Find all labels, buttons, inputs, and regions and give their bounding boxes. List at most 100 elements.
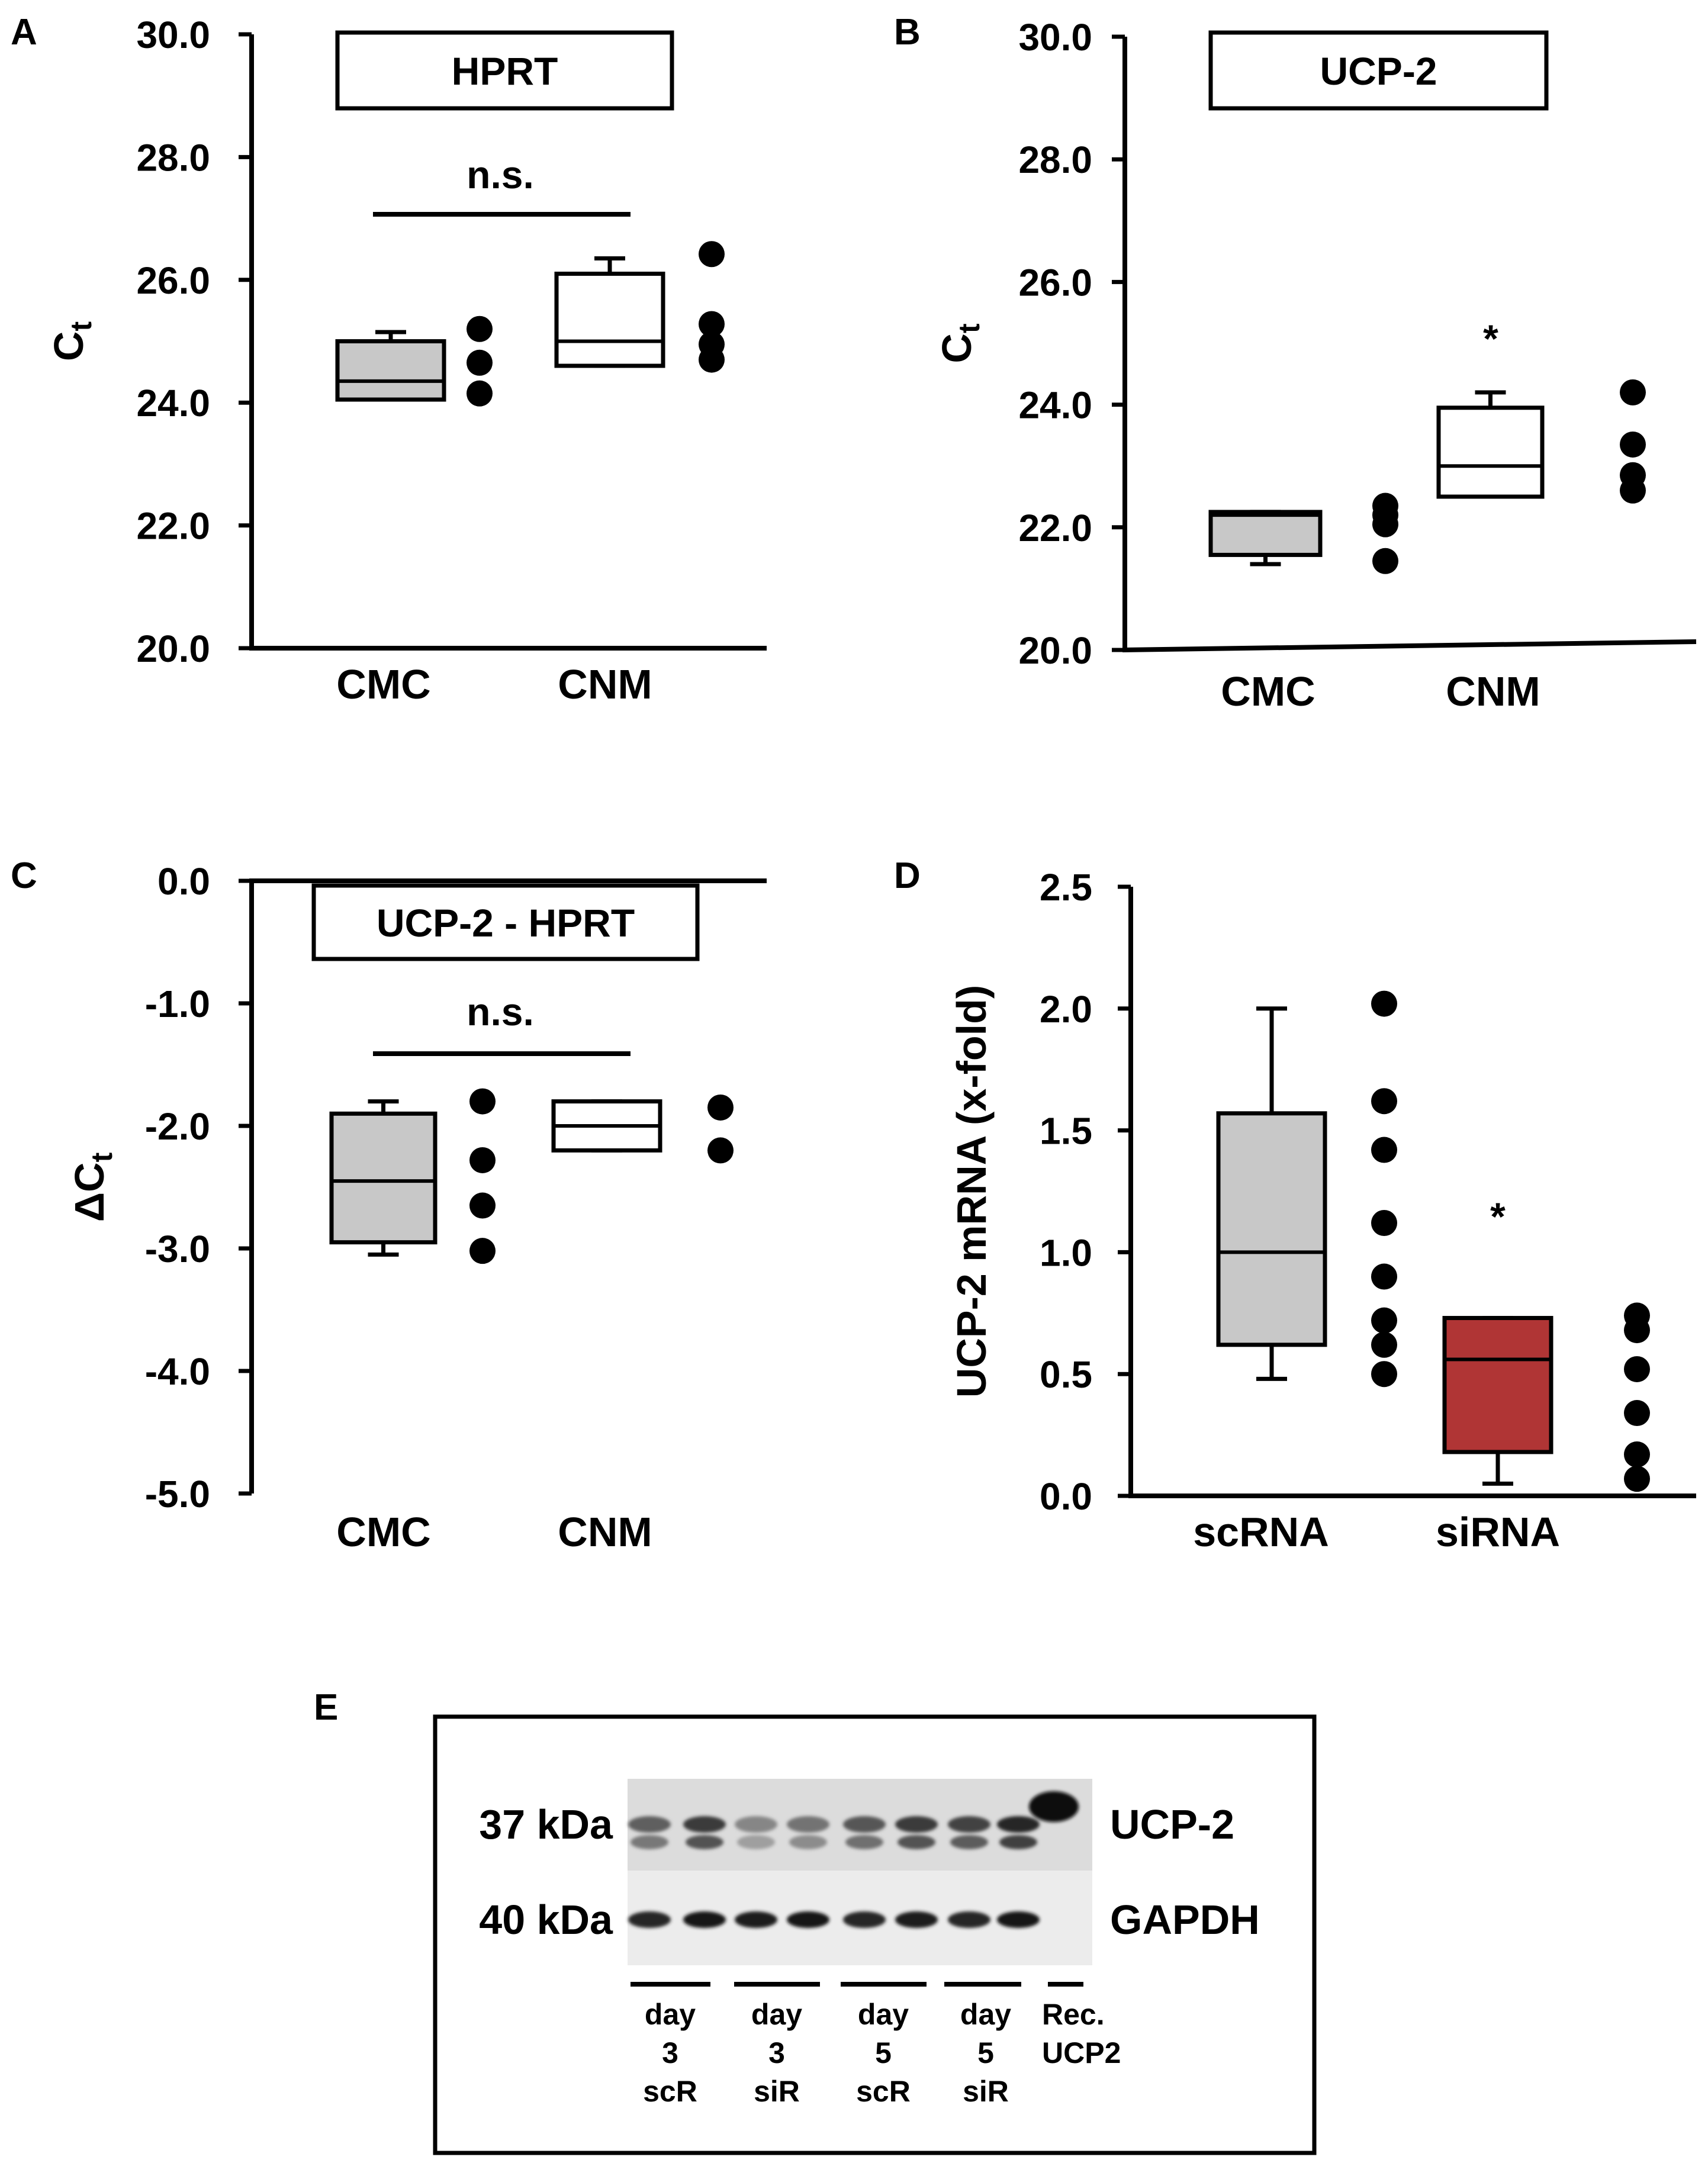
- blot-band-lower: [631, 1835, 668, 1849]
- chart-panels: A 20.0 22.0 24.0 26.0 28.0 30.0 Ct CMC CNM HPRT n.s…: [11, 12, 1697, 1555]
- y-tick-label: -4.0: [145, 1350, 210, 1393]
- y-tick-label: 20.0: [1018, 629, 1092, 672]
- blot-band-lower: [950, 1835, 988, 1849]
- data-point: [1372, 548, 1398, 574]
- lane-label-text: day: [960, 1998, 1011, 2031]
- lane-label-text: day: [645, 1998, 696, 2031]
- panel-a: A 20.0 22.0 24.0 26.0 28.0 30.0 Ct CMC CNM HPRT n.s…: [11, 12, 767, 707]
- box-cmc: [335, 330, 446, 402]
- panel-letter: A: [11, 12, 37, 53]
- y-tick-label: 30.0: [136, 14, 210, 56]
- data-point: [1624, 1466, 1650, 1492]
- blot-band: [895, 1816, 938, 1833]
- y-tick-label: 26.0: [1018, 261, 1092, 304]
- x-category-label: scRNA: [1193, 1509, 1329, 1555]
- data-point: [469, 1088, 496, 1115]
- title-box: [1208, 30, 1549, 111]
- y-axis-label: Ct: [46, 321, 98, 362]
- box-cmc: [329, 1099, 438, 1257]
- x-category-label: CNM: [1446, 668, 1540, 714]
- blot-band-lower: [686, 1835, 723, 1849]
- x-axis: [1122, 639, 1697, 652]
- panel-letter: B: [894, 12, 921, 53]
- lane-label-text: 5: [977, 2036, 994, 2069]
- lane-group-label: day 3 siR: [734, 1982, 820, 2108]
- data-point: [1371, 1137, 1397, 1163]
- data-point: [1620, 379, 1646, 405]
- x-category-label: CMC: [336, 1509, 430, 1555]
- data-point: [1371, 990, 1397, 1017]
- y-tick-label: -1.0: [145, 983, 210, 1025]
- blot-band: [843, 1911, 886, 1928]
- lane-label-text: day: [858, 1998, 909, 2031]
- panel-c: C -5.0 -4.0 -3.0 -2.0 -1.0 0.0 ΔCt CMC CNM UCP-2 -…: [11, 855, 767, 1555]
- y-tick-label: 24.0: [1018, 384, 1092, 427]
- box-body: [1208, 510, 1323, 557]
- blot-band: [1029, 1791, 1079, 1822]
- y-tick-label: 2.0: [1040, 988, 1092, 1031]
- blot-band-lower: [999, 1835, 1037, 1849]
- y-tick-label: 1.5: [1040, 1110, 1092, 1153]
- protein-label: GAPDH: [1110, 1897, 1260, 1943]
- y-tick-label: 22.0: [136, 505, 210, 548]
- blot-band: [683, 1911, 726, 1928]
- data-point: [469, 1192, 496, 1219]
- x-category-label: CNM: [558, 661, 652, 707]
- data-point: [699, 346, 725, 373]
- data-point: [467, 349, 493, 376]
- x-category-label: CNM: [558, 1509, 652, 1555]
- panel-b: B 20.0 22.0 24.0 26.0 28.0 30.0 Ct CMC CNM UCP-2 *: [894, 12, 1697, 714]
- lane-label-text: scR: [643, 2075, 697, 2108]
- title-box: [335, 30, 674, 111]
- data-point: [1371, 1361, 1397, 1388]
- lane-label-text: scR: [856, 2075, 911, 2108]
- panel-d: D 0.0 0.5 1.0 1.5 2.0 2.5 UCP-2 mRNA (x-fold) sc…: [894, 855, 1696, 1555]
- y-tick-label: 24.0: [136, 382, 210, 424]
- chart-title: HPRT: [452, 49, 558, 93]
- lane-group-label: day 5 siR: [944, 1982, 1021, 2108]
- box-body: [1216, 1111, 1327, 1347]
- significance-annotation: *: [1483, 317, 1498, 360]
- lane-label-text: 5: [875, 2036, 892, 2069]
- y-tick-label: 0.0: [157, 860, 210, 903]
- data-point: [467, 380, 493, 407]
- box-body: [329, 1111, 438, 1245]
- y-tick-label: -5.0: [145, 1473, 210, 1515]
- x-category-label: CMC: [1221, 668, 1315, 714]
- blot-band-lower: [737, 1835, 775, 1849]
- lane-group-label: Rec. UCP2: [1042, 1982, 1121, 2069]
- y-tick-label: 0.0: [1040, 1475, 1092, 1518]
- blot-row-gapdh: 40 kDa GAPDH: [479, 1871, 1260, 1965]
- box-body: [335, 339, 446, 402]
- box-body: [554, 271, 665, 368]
- blot-band: [628, 1816, 671, 1833]
- western-blot-panel: E37 kDa UCP-240 kDa GAPDHday3scRday3siRday…: [314, 1687, 1317, 2155]
- data-point: [467, 316, 493, 342]
- blot-band-lower: [789, 1835, 827, 1849]
- y-tick-label: 1.0: [1040, 1231, 1092, 1274]
- y-axis-label: Ct: [934, 323, 986, 363]
- lane-group-label: day 5 scR: [841, 1982, 927, 2108]
- data-point: [1624, 1441, 1650, 1468]
- blot-band: [787, 1816, 829, 1833]
- lane-label-text: Rec.: [1042, 1998, 1105, 2031]
- data-point: [1371, 1307, 1397, 1334]
- data-point: [699, 241, 725, 268]
- panel-letter: D: [894, 855, 921, 896]
- y-tick-label: 2.5: [1040, 866, 1092, 909]
- y-tick-label: 28.0: [136, 136, 210, 179]
- box-scrna: [1216, 1006, 1327, 1381]
- blot-row-ucp-2: 37 kDa UCP-2: [479, 1779, 1234, 1871]
- blot-band: [628, 1911, 671, 1928]
- blot-band: [683, 1816, 726, 1833]
- lane-label-text: siR: [963, 2075, 1009, 2108]
- data-point: [1624, 1317, 1650, 1344]
- data-point: [1371, 1210, 1397, 1237]
- blot-band: [997, 1816, 1040, 1833]
- y-tick-label: 20.0: [136, 627, 210, 670]
- data-point: [1371, 1331, 1397, 1358]
- blot-band: [843, 1816, 886, 1833]
- blot-band: [895, 1911, 938, 1928]
- significance-annotation: *: [1490, 1195, 1506, 1238]
